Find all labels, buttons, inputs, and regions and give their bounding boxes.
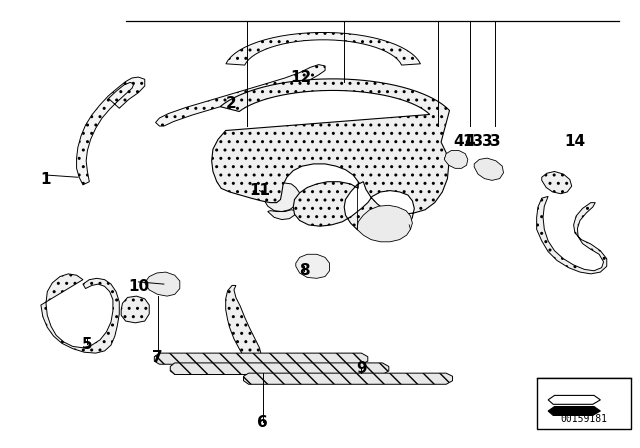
Text: 4: 4: [454, 134, 464, 149]
Text: 10: 10: [128, 279, 149, 294]
Text: 6: 6: [257, 414, 268, 430]
Polygon shape: [268, 210, 296, 220]
Polygon shape: [226, 285, 261, 364]
FancyBboxPatch shape: [537, 378, 631, 429]
Polygon shape: [541, 172, 572, 194]
Polygon shape: [77, 77, 145, 185]
Text: 1: 1: [41, 172, 51, 187]
Polygon shape: [170, 363, 389, 375]
Text: 14: 14: [564, 134, 586, 149]
Polygon shape: [121, 296, 149, 323]
Text: 9: 9: [356, 361, 367, 376]
Polygon shape: [296, 254, 330, 278]
Text: 4: 4: [465, 134, 475, 149]
Polygon shape: [537, 196, 607, 274]
Polygon shape: [212, 79, 449, 237]
Text: 12: 12: [291, 69, 312, 85]
Polygon shape: [226, 33, 420, 65]
Text: 11: 11: [249, 183, 270, 198]
Polygon shape: [548, 396, 600, 404]
Polygon shape: [444, 151, 468, 168]
Polygon shape: [548, 406, 600, 415]
Polygon shape: [244, 373, 452, 384]
Text: 5: 5: [82, 337, 93, 352]
Polygon shape: [474, 158, 504, 181]
Text: 13: 13: [462, 134, 483, 149]
Text: 3: 3: [482, 134, 492, 149]
Polygon shape: [41, 274, 119, 353]
Polygon shape: [154, 353, 368, 364]
Text: 7: 7: [152, 350, 163, 365]
Polygon shape: [357, 205, 412, 242]
Text: 2: 2: [225, 96, 236, 111]
Polygon shape: [145, 272, 180, 296]
Text: 00159181: 00159181: [560, 414, 607, 424]
Polygon shape: [156, 65, 325, 126]
Text: 8: 8: [299, 263, 309, 278]
Text: 3: 3: [490, 134, 500, 149]
Polygon shape: [264, 183, 300, 211]
